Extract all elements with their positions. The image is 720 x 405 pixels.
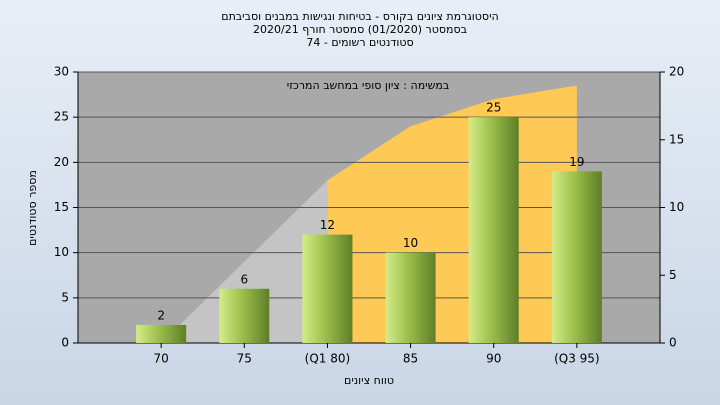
y-axis-label: מספר סטודנטים [26, 170, 39, 246]
y2-tick-label: 5 [669, 268, 677, 282]
bar [302, 234, 353, 343]
chart-subtitle: סטודנטים רשומים - 74 [306, 36, 413, 49]
x-tick-label: 75 [237, 352, 252, 366]
x-axis-label: טווח ציונים [344, 374, 394, 387]
value-label: 12 [320, 218, 335, 232]
x-tick-label: (Q3 95) [554, 352, 600, 366]
y-tick-label: 15 [54, 200, 69, 214]
area [161, 180, 328, 343]
y2-tick-label: 20 [669, 65, 684, 79]
y-tick-label: 20 [54, 155, 69, 169]
x-tick-label: 85 [403, 352, 418, 366]
value-label: 10 [403, 236, 418, 250]
chart-title: היסטוגרמת ציונים בקורס - בטיחות ונגישות … [221, 10, 498, 23]
y-tick-label: 25 [54, 110, 69, 124]
x-tick-label: (Q1 80) [305, 352, 351, 366]
bar [385, 252, 436, 343]
x-tick-label: 90 [486, 352, 501, 366]
value-label: 6 [240, 272, 248, 286]
bar [468, 117, 519, 344]
y-tick-label: 10 [54, 245, 69, 259]
chart-subtitle: בסמסטר (01/2020) סמסטר חורף 2020/21 [253, 23, 467, 36]
annotation: במשימה : ציון סופי במחשב המרכזי [287, 79, 450, 92]
value-label: 25 [486, 101, 501, 115]
value-label: 19 [569, 155, 584, 169]
y2-tick-label: 10 [669, 200, 684, 214]
bar [551, 171, 602, 343]
y-tick-label: 5 [61, 290, 69, 304]
y-tick-label: 0 [61, 336, 69, 350]
y2-tick-label: 15 [669, 132, 684, 146]
bar [136, 324, 187, 343]
x-tick-label: 70 [154, 352, 169, 366]
value-label: 2 [157, 308, 165, 322]
y2-tick-label: 0 [669, 336, 677, 350]
y-tick-label: 30 [54, 65, 69, 79]
bar [219, 288, 270, 343]
